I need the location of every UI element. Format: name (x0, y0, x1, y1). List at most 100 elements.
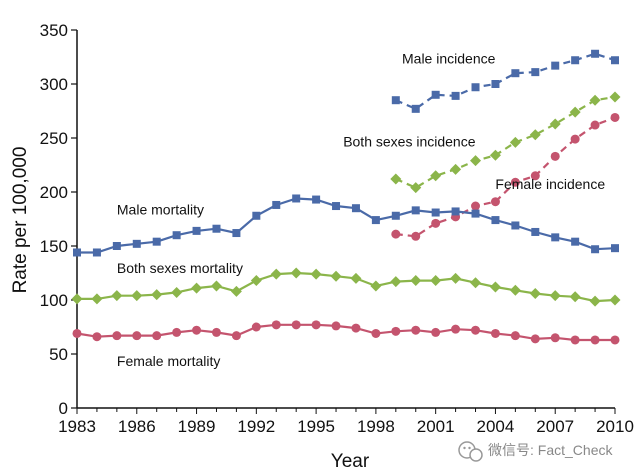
y-tick-label: 350 (40, 21, 68, 40)
data-point (511, 69, 520, 78)
data-point (491, 80, 500, 88)
data-point (270, 268, 282, 280)
data-point (371, 216, 380, 225)
data-point (390, 276, 402, 288)
data-point (531, 68, 540, 77)
data-point (72, 328, 82, 338)
data-point (471, 201, 481, 211)
axes: 0 50 100 150 200 250 300 350 1983 1986 1989 1992 199… (40, 21, 634, 436)
data-point (411, 231, 421, 241)
data-point (411, 104, 420, 113)
data-point (550, 333, 560, 343)
data-point (192, 226, 201, 235)
data-point (311, 320, 321, 330)
data-point (410, 182, 422, 194)
x-tick-label: 2001 (417, 417, 455, 436)
data-point (551, 233, 560, 242)
data-point (71, 293, 83, 305)
data-point (330, 270, 342, 282)
data-point (570, 335, 580, 345)
data-point (530, 171, 540, 181)
data-point (571, 56, 580, 65)
data-point (272, 200, 281, 209)
series-line (76, 323, 615, 342)
x-tick-label: 1998 (357, 417, 395, 436)
series-female-mortality (72, 320, 620, 345)
data-point (290, 267, 302, 279)
data-point (192, 325, 202, 335)
data-point (589, 94, 601, 106)
data-point (152, 331, 162, 341)
annotation-layer: Male incidence Both sexes incidence Female… (117, 51, 605, 369)
series-both-sexes-mortality (71, 267, 621, 307)
data-point (611, 244, 619, 253)
data-point (450, 272, 462, 284)
data-point (489, 149, 501, 161)
x-tick-label: 1995 (297, 417, 335, 436)
data-point (610, 335, 620, 345)
data-point (431, 208, 440, 217)
x-tick-label: 1983 (58, 417, 96, 436)
data-point (529, 288, 541, 300)
data-point (390, 173, 402, 185)
data-point (312, 195, 321, 204)
data-point (510, 331, 520, 341)
data-point (489, 281, 501, 293)
y-tick-label: 250 (40, 129, 68, 148)
annotation-male-mortality: Male mortality (117, 202, 204, 218)
data-point (310, 268, 322, 280)
data-point (569, 291, 581, 303)
data-point (431, 90, 440, 99)
data-point (451, 207, 460, 216)
series-male-incidence (391, 49, 619, 113)
series-female-incidence (391, 112, 620, 241)
data-point (609, 294, 621, 306)
data-point (132, 331, 142, 341)
data-point (471, 209, 480, 218)
data-point (251, 322, 261, 332)
data-point (152, 237, 161, 246)
data-point (510, 177, 520, 187)
data-point (391, 211, 400, 220)
data-point (391, 229, 401, 239)
data-point (431, 327, 441, 337)
data-point (511, 221, 520, 230)
data-point (232, 229, 241, 238)
data-point (591, 245, 600, 254)
data-point (371, 328, 381, 338)
data-point (92, 248, 101, 257)
data-point (332, 202, 341, 211)
data-point (410, 275, 422, 287)
x-tick-label: 1986 (118, 417, 156, 436)
data-point (530, 334, 540, 344)
data-point (490, 328, 500, 338)
data-point (431, 218, 441, 228)
data-point (430, 275, 442, 287)
data-point (212, 224, 221, 233)
data-point (549, 118, 561, 130)
x-tick-label: 1992 (237, 417, 275, 436)
data-point (490, 197, 500, 207)
x-tick-label: 2010 (596, 417, 634, 436)
data-point (411, 325, 421, 335)
data-point (411, 206, 420, 215)
data-point (470, 277, 482, 289)
series-line (77, 271, 616, 303)
data-point (491, 216, 500, 225)
watermark: 微信号: Fact_Check (458, 441, 613, 462)
data-point (112, 331, 122, 341)
data-point (172, 327, 182, 337)
data-point (231, 331, 241, 341)
annotation-both-sexes-mortality: Both sexes mortality (117, 260, 243, 276)
data-point (529, 129, 541, 141)
data-point (589, 295, 601, 307)
data-point (351, 204, 360, 213)
data-point (351, 323, 361, 333)
data-point (610, 112, 620, 122)
data-point (172, 231, 181, 240)
data-point (570, 134, 580, 144)
data-point (91, 293, 103, 305)
data-point (590, 120, 600, 130)
data-point (292, 194, 301, 203)
